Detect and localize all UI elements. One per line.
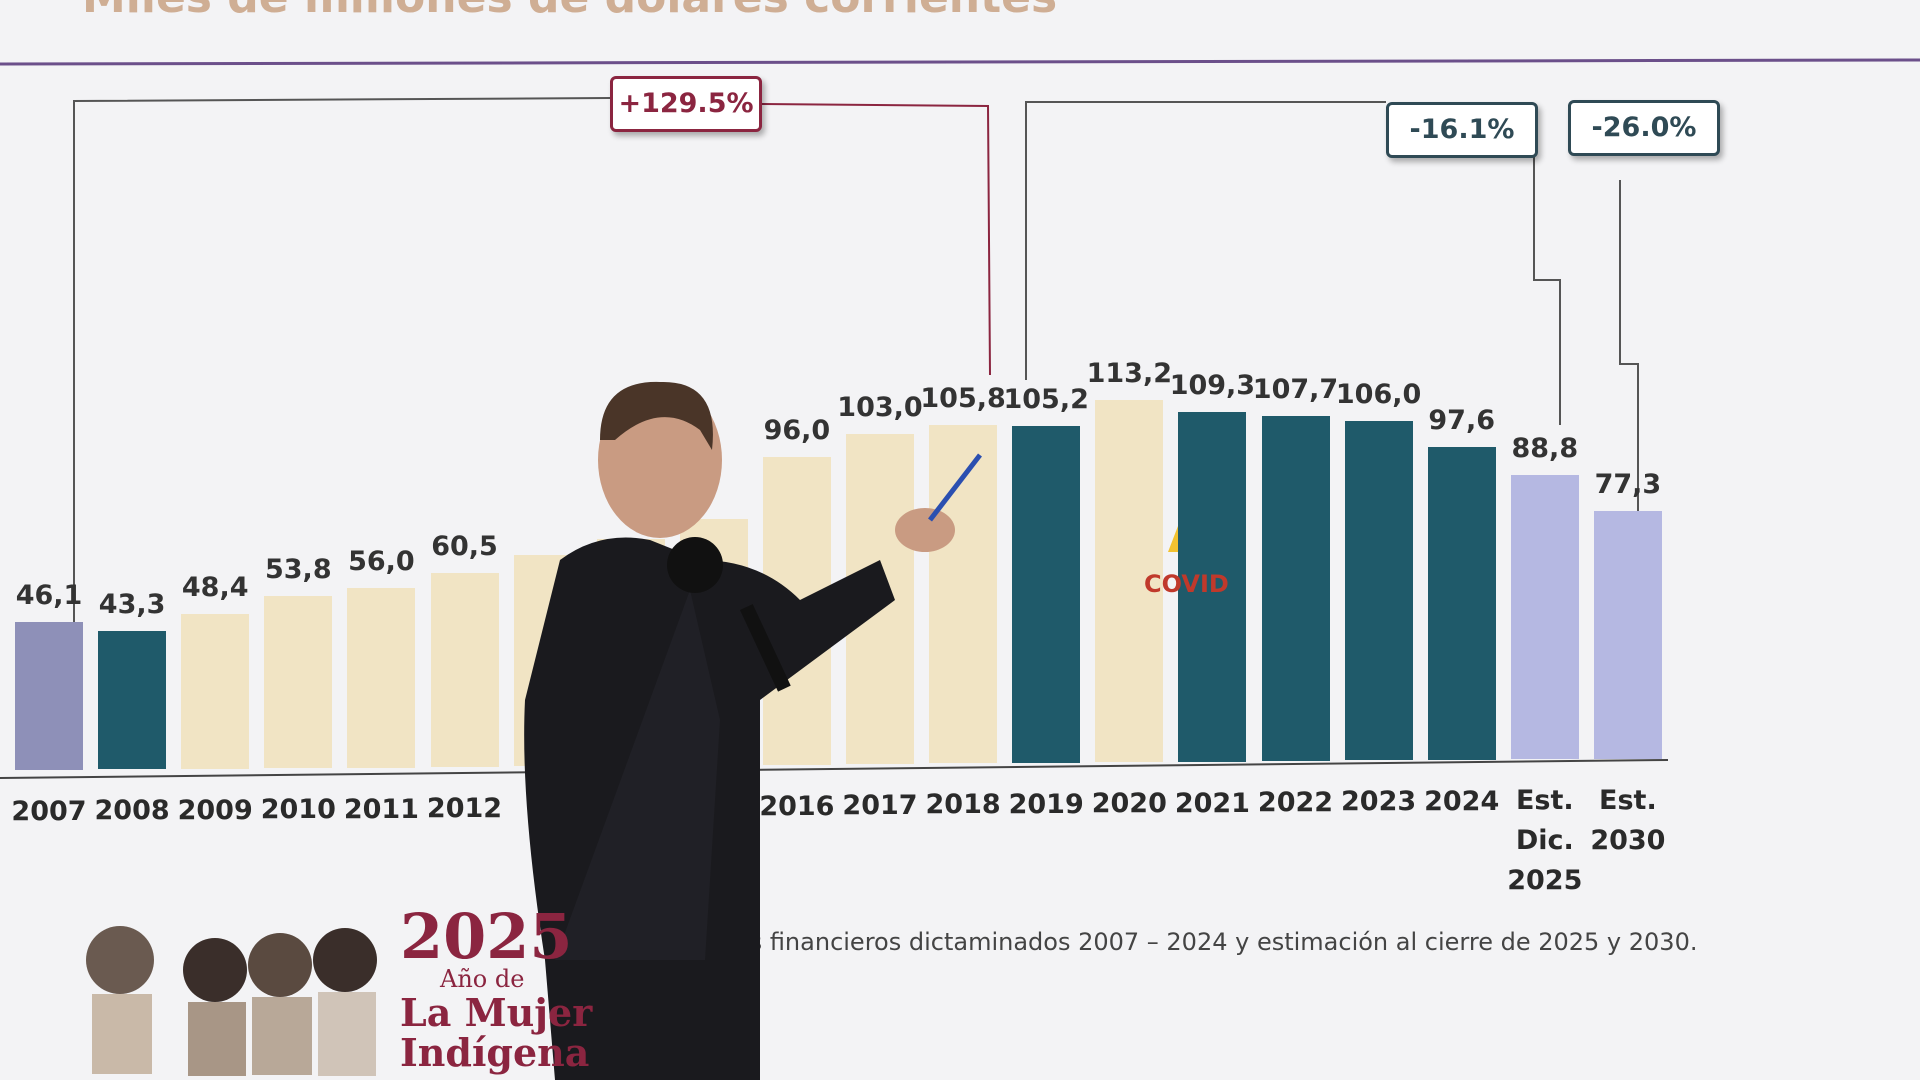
bar: [1593, 511, 1662, 759]
bar: [1427, 447, 1496, 760]
bar: [1510, 475, 1579, 760]
bar: [264, 596, 333, 769]
x-tick-label: 2010: [260, 794, 336, 826]
footnote: os financieros dictaminados 2007 – 2024 …: [735, 928, 1698, 956]
value-label: 105,2: [1003, 384, 1089, 416]
bar: [1261, 416, 1330, 761]
value-label: 46,1: [15, 580, 83, 612]
value-label: 48,4: [181, 571, 249, 603]
logo-text: Año de: [440, 965, 525, 993]
annotation: COVID: [1144, 570, 1229, 598]
bar: [1095, 399, 1164, 763]
logo-text: Indígena: [400, 1030, 590, 1075]
annotation: -16.1%: [1386, 102, 1538, 158]
bar: [1344, 421, 1413, 761]
value-label: 88,8: [1511, 433, 1579, 465]
value-label: 106,0: [1335, 379, 1422, 411]
bar: [98, 630, 167, 770]
bar: [1012, 426, 1081, 763]
x-tick-label: 2019: [1008, 788, 1084, 820]
value-label: 43,3: [98, 588, 166, 620]
x-tick-label: 2020: [1091, 788, 1167, 820]
bar: [181, 613, 250, 769]
value-label: 109,3: [1169, 369, 1256, 401]
value-label: 113,2: [1086, 357, 1172, 389]
value-label: 107,7: [1252, 374, 1339, 406]
logo-text: La Mujer: [400, 990, 593, 1035]
bar: [430, 573, 499, 767]
value-label: 103,0: [837, 392, 923, 424]
x-tick-label: 2008: [94, 795, 170, 827]
bar: [1178, 411, 1247, 762]
x-tick-label: 2017: [842, 790, 918, 821]
annotation: -26.0%: [1568, 100, 1720, 156]
x-tick-label: 2016: [759, 790, 835, 822]
value-label: 53,8: [264, 554, 332, 586]
value-label: 77,3: [1594, 469, 1662, 501]
x-tick-label: 2022: [1257, 787, 1334, 818]
value-label: 56,0: [348, 546, 415, 578]
bar: [15, 622, 83, 770]
bar: [347, 588, 416, 768]
logo-year: 2025: [400, 900, 573, 973]
x-tick-label: Est. 2030: [1590, 784, 1666, 856]
chart-title: Miles de millones de dólares corrientes: [82, 0, 1057, 23]
value-label: 105,8: [920, 382, 1006, 414]
value-label: 96,0: [763, 415, 831, 447]
x-tick-label: 2007: [11, 796, 87, 827]
x-tick-label: 2023: [1341, 786, 1417, 818]
x-tick-label: 2021: [1174, 787, 1250, 819]
x-tick-label: 2009: [177, 794, 253, 826]
bar: [929, 424, 998, 764]
x-tick-label: 2012: [426, 793, 503, 824]
value-label: 60,5: [431, 531, 498, 563]
x-tick-label: 2018: [925, 789, 1001, 821]
annotation: +129.5%: [610, 76, 762, 132]
x-tick-label: 2011: [343, 793, 419, 825]
x-tick-label: 2024: [1424, 785, 1500, 817]
value-label: 97,6: [1428, 405, 1495, 437]
x-tick-label: Est. Dic. 2025: [1507, 785, 1583, 897]
